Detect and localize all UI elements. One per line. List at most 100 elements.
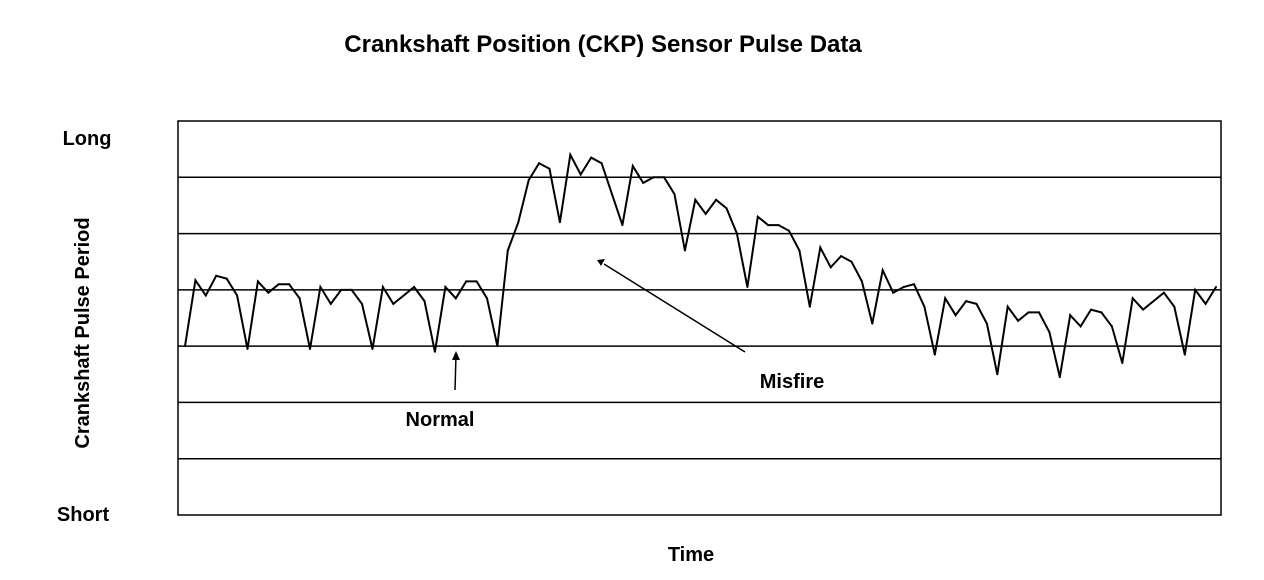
annotation-misfire-arrow — [603, 263, 746, 353]
data-point — [642, 181, 645, 184]
data-point — [204, 294, 207, 297]
data-point — [1183, 353, 1186, 356]
data-point — [704, 212, 707, 215]
data-point — [548, 167, 551, 170]
data-point — [340, 288, 343, 291]
series-line — [184, 151, 1217, 378]
data-point — [996, 373, 999, 376]
data-point — [506, 249, 509, 252]
data-point — [892, 291, 895, 294]
data-point — [402, 294, 405, 297]
data-point — [465, 280, 468, 283]
annotation-normal-arrowhead — [452, 351, 460, 360]
data-point — [246, 348, 249, 350]
annotation-normal-label: Normal — [406, 409, 475, 431]
data-point — [1048, 331, 1051, 334]
data-point — [1121, 362, 1124, 364]
data-point — [652, 176, 655, 179]
data-point — [881, 269, 884, 272]
data-point — [1173, 305, 1176, 308]
data-point — [1079, 325, 1082, 328]
data-point — [267, 291, 270, 294]
gridlines — [178, 176, 1221, 460]
data-point — [1162, 291, 1165, 294]
data-point — [329, 302, 332, 305]
data-point — [1215, 286, 1217, 288]
data-point — [715, 198, 718, 201]
annotation-normal-arrow — [454, 354, 457, 391]
data-point — [475, 280, 478, 283]
data-point — [256, 280, 259, 283]
data-point — [694, 198, 697, 201]
data-point — [1194, 288, 1197, 291]
data-point — [1058, 376, 1061, 379]
data-point — [215, 274, 218, 277]
data-point — [558, 221, 561, 224]
data-point — [444, 286, 447, 288]
data-point — [423, 300, 426, 303]
data-point — [808, 305, 811, 308]
data-point — [871, 322, 874, 325]
data-point — [1006, 305, 1009, 308]
data-point — [288, 283, 291, 286]
data-point — [923, 305, 926, 308]
chart-title: Crankshaft Position (CKP) Sensor Pulse D… — [344, 31, 862, 58]
data-point — [371, 348, 374, 350]
annotation-misfire-label: Misfire — [760, 371, 824, 393]
data-point — [965, 300, 968, 303]
data-point — [725, 207, 728, 210]
data-point — [350, 288, 353, 291]
data-point — [1142, 308, 1145, 311]
data-point — [944, 297, 947, 300]
y-axis-top-label: Long — [63, 128, 112, 150]
data-point — [496, 345, 499, 348]
data-point — [538, 162, 541, 165]
data-point — [600, 162, 603, 165]
data-point — [1027, 311, 1030, 314]
data-point — [569, 153, 572, 156]
data-point — [735, 232, 738, 235]
data-point — [819, 246, 822, 249]
data-point — [954, 314, 957, 317]
data-point — [1152, 300, 1155, 303]
data-point — [454, 297, 457, 300]
data-point — [1038, 311, 1040, 314]
data-point — [590, 156, 593, 159]
annotation-misfire-arrowhead — [597, 259, 605, 266]
data-point — [1204, 302, 1207, 305]
data-point — [184, 345, 186, 348]
data-point — [985, 322, 988, 325]
data-point — [840, 255, 843, 258]
y-axis-bottom-label: Short — [57, 504, 110, 526]
data-point — [788, 229, 790, 232]
data-point — [381, 286, 384, 288]
data-point — [1069, 314, 1072, 317]
data-point — [829, 266, 832, 269]
data-point — [611, 193, 613, 196]
plot-area-border — [177, 120, 1222, 516]
data-point — [277, 283, 280, 286]
data-point — [319, 286, 322, 288]
data-point — [1131, 297, 1134, 300]
data-point — [1100, 311, 1103, 314]
data-point — [225, 277, 228, 280]
data-point — [486, 297, 488, 300]
data-point — [683, 249, 686, 252]
data-point — [433, 350, 436, 353]
data-point — [309, 348, 311, 350]
data-point — [902, 286, 905, 288]
data-point — [631, 165, 634, 167]
data-point — [860, 280, 863, 283]
data-point — [1017, 319, 1020, 322]
data-point — [517, 221, 520, 224]
data-point — [913, 283, 915, 286]
data-points — [184, 153, 1217, 379]
data-point — [798, 249, 801, 252]
data-point — [579, 173, 582, 176]
data-point — [1090, 308, 1092, 311]
data-point — [975, 302, 978, 305]
y-axis-label: Crankshaft Pulse Period — [72, 217, 94, 448]
data-point — [236, 294, 239, 297]
data-point — [767, 224, 770, 227]
